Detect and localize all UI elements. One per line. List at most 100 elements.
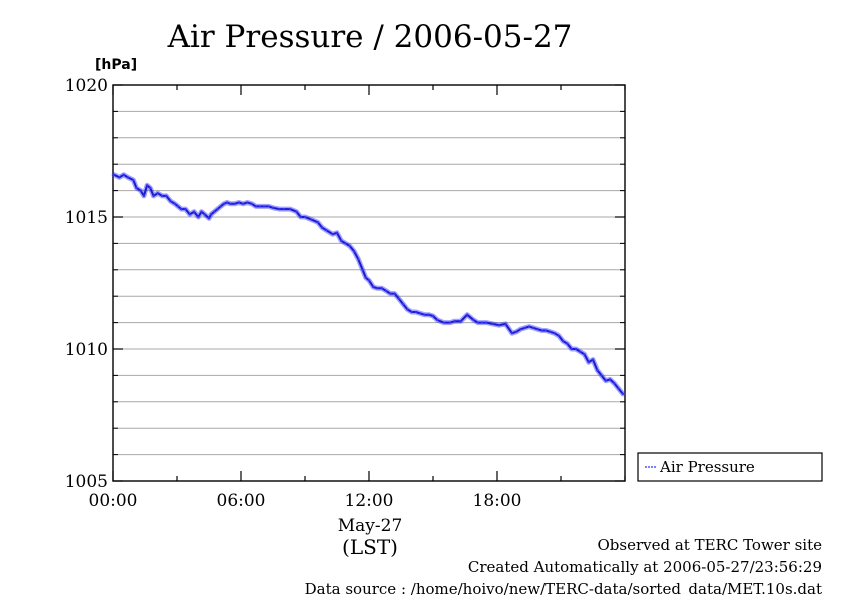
data-point (237, 201, 241, 204)
data-point (613, 382, 616, 385)
data-point (331, 232, 334, 236)
series-line (113, 173, 624, 395)
footer-created-timestamp: Created Automatically at 2006-05-27/23:5… (468, 558, 822, 576)
data-point (169, 199, 172, 203)
footer-data-source: Data source : /home/hoivo/new/TERC-data/… (305, 580, 822, 595)
data-point (122, 173, 125, 176)
data-point (485, 321, 488, 324)
data-point (587, 361, 590, 364)
data-point (527, 325, 531, 328)
data-point (316, 221, 319, 224)
x-axis-timezone-label: (LST) (342, 535, 398, 559)
data-point (583, 353, 586, 356)
data-point (132, 178, 135, 182)
data-point (241, 202, 245, 205)
data-point (295, 210, 298, 213)
data-point (135, 186, 138, 190)
x-tick-label: 06:00 (217, 491, 266, 511)
x-axis-date-label: May-27 (338, 516, 403, 536)
data-point (419, 312, 422, 315)
data-point (344, 242, 347, 245)
data-point (188, 213, 191, 216)
data-point (222, 202, 226, 205)
data-point (544, 329, 548, 332)
data-point (335, 231, 339, 235)
data-point (126, 176, 130, 179)
data-point (465, 313, 469, 316)
axis-ticks (112, 84, 626, 482)
data-point (118, 176, 121, 179)
data-point (431, 314, 435, 318)
data-point (406, 308, 409, 311)
data-point (497, 324, 501, 327)
x-tick-label: 18:00 (473, 491, 522, 511)
data-point (303, 215, 307, 219)
series-band (111, 172, 626, 397)
data-point (160, 194, 164, 198)
data-point (532, 326, 535, 330)
data-point (320, 226, 324, 229)
data-point (621, 392, 625, 396)
data-point (566, 342, 569, 345)
data-point (591, 358, 595, 361)
data-point (442, 321, 445, 324)
data-point (352, 250, 356, 253)
legend: Air Pressure (637, 452, 823, 482)
data-point (259, 205, 262, 208)
data-point (216, 207, 219, 211)
y-tick-label: 1010 (65, 340, 108, 360)
data-point (549, 330, 552, 334)
data-point (200, 210, 203, 213)
data-point (523, 326, 526, 330)
data-point (288, 207, 292, 211)
data-point (448, 321, 452, 324)
data-point (423, 313, 426, 316)
chart-title: Air Pressure / 2006-05-27 (167, 19, 573, 55)
data-point (357, 258, 360, 261)
data-point (184, 207, 187, 211)
data-point (112, 173, 116, 176)
grid-lines (113, 110, 625, 456)
x-tick-labels: 00:00 06:00 12:00 18:00 (89, 491, 522, 511)
data-point (156, 192, 159, 195)
data-point (491, 322, 494, 326)
legend-label-air-pressure: Air Pressure (659, 458, 755, 476)
data-point (504, 322, 507, 326)
data-point (480, 321, 484, 324)
data-point (414, 310, 418, 314)
data-point (149, 186, 152, 190)
data-point (176, 205, 180, 208)
data-point (401, 302, 405, 306)
data-point (192, 210, 196, 213)
series-layer (111, 172, 626, 397)
data-point (361, 268, 364, 271)
data-point (617, 387, 620, 390)
data-point (263, 205, 266, 208)
data-point (152, 194, 155, 198)
data-point (364, 276, 367, 279)
data-point (519, 328, 522, 331)
data-point (574, 347, 578, 351)
data-point (536, 328, 539, 331)
footer-observation-site: Observed at TERC Tower site (597, 536, 822, 554)
data-point (213, 210, 216, 213)
data-point (348, 244, 351, 248)
data-point (254, 205, 258, 208)
data-point (145, 184, 149, 187)
y-tick-labels: 1005 1010 1015 1020 (65, 76, 108, 492)
data-point (476, 321, 479, 324)
data-point (604, 379, 607, 382)
data-point (459, 320, 462, 323)
data-point (436, 318, 439, 322)
data-point (207, 217, 211, 220)
y-tick-label: 1015 (65, 208, 108, 228)
data-point (246, 201, 249, 204)
data-point (139, 189, 142, 192)
data-point (570, 347, 573, 351)
data-point (515, 330, 518, 334)
data-point (389, 292, 392, 295)
y-axis-unit-label: [hPa] (95, 57, 137, 73)
data-point (225, 201, 229, 204)
data-point (579, 350, 582, 353)
data-point (427, 313, 430, 316)
